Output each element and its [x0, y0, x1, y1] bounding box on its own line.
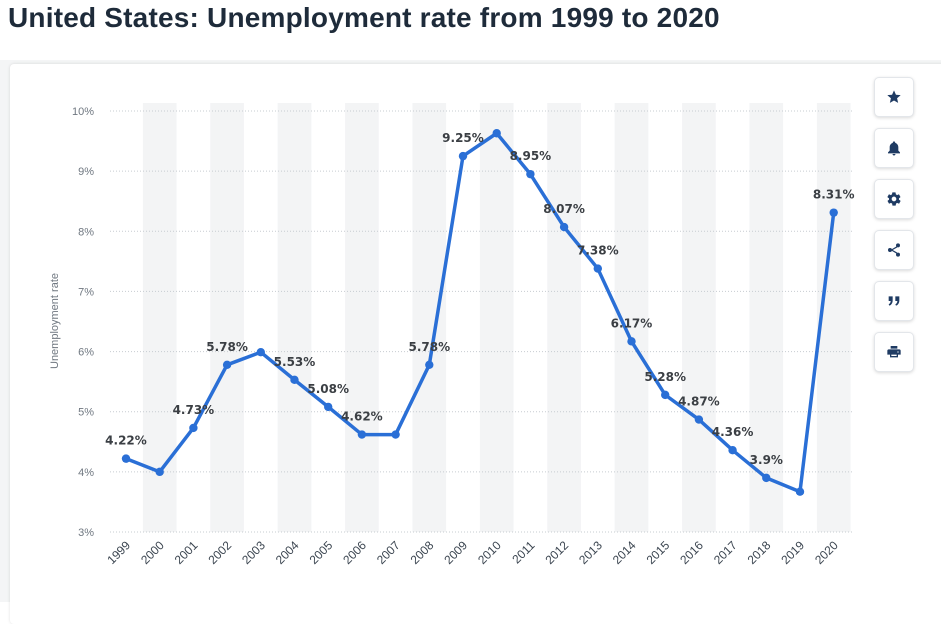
data-label: 5.78%	[206, 340, 248, 354]
background-band	[749, 103, 784, 532]
data-label: 5.53%	[274, 355, 316, 369]
print-button[interactable]	[874, 332, 914, 372]
x-tick-label: 2020	[812, 538, 841, 567]
data-label: 5.28%	[644, 370, 686, 384]
data-point	[829, 208, 838, 217]
data-point	[526, 169, 535, 179]
data-label: 4.73%	[173, 403, 215, 417]
data-point	[627, 337, 636, 346]
data-point	[290, 375, 299, 385]
data-label: 6.17%	[611, 316, 653, 330]
x-tick-label: 2014	[610, 538, 639, 567]
y-tick-label: 3%	[78, 527, 94, 539]
gear-icon	[887, 192, 901, 206]
data-point	[324, 402, 333, 412]
background-band	[547, 103, 581, 532]
background-band	[412, 103, 447, 532]
chart-toolbar	[874, 77, 914, 383]
data-label: 4.62%	[341, 410, 383, 424]
data-point	[694, 415, 704, 424]
y-axis-label: Unemployment rate	[49, 273, 61, 369]
data-label: 9.25%	[442, 131, 484, 145]
star-icon	[887, 90, 901, 103]
data-point	[593, 264, 602, 273]
data-point	[256, 347, 265, 357]
favorite-button[interactable]	[874, 77, 914, 117]
bell-icon	[888, 141, 900, 156]
cite-button[interactable]	[874, 281, 914, 321]
data-label: 8.31%	[813, 188, 855, 202]
y-tick-label: 5%	[78, 407, 94, 419]
x-tick-label: 1999	[104, 538, 133, 567]
title-bar	[0, 0, 941, 60]
y-tick-label: 9%	[78, 166, 94, 178]
page-title: United States: Unemployment rate from 19…	[8, 2, 720, 33]
data-point	[391, 430, 400, 439]
share-icon	[888, 243, 900, 257]
data-label: 3.9%	[750, 453, 783, 467]
data-label: 8.07%	[543, 202, 585, 216]
x-tick-label: 2008	[408, 538, 437, 567]
notification-button[interactable]	[874, 128, 914, 168]
x-tick-label: 2016	[677, 538, 706, 567]
x-tick-label: 2015	[644, 538, 673, 567]
data-point	[661, 390, 670, 400]
data-point	[492, 129, 501, 138]
x-tick-label: 2006	[340, 538, 369, 567]
page: United States: Unemployment rate from 19…	[0, 0, 941, 602]
data-point	[121, 454, 131, 463]
background-band	[142, 103, 177, 532]
data-point	[357, 430, 367, 439]
y-tick-label: 6%	[78, 347, 94, 359]
x-tick-label: 2001	[172, 538, 201, 567]
x-tick-label: 2002	[205, 538, 234, 567]
x-tick-label: 2010	[475, 538, 504, 567]
background-band	[277, 103, 312, 532]
data-point	[728, 446, 737, 455]
y-tick-label: 10%	[72, 106, 94, 118]
data-point	[189, 423, 198, 433]
settings-button[interactable]	[874, 179, 914, 219]
data-label: 4.22%	[105, 434, 147, 448]
background-band	[682, 103, 716, 532]
y-tick-label: 8%	[78, 226, 94, 238]
data-label: 5.08%	[307, 382, 349, 396]
print-icon	[887, 346, 901, 358]
x-tick-label: 2007	[374, 538, 403, 567]
x-tick-label: 2018	[745, 538, 774, 567]
data-label: 7.38%	[577, 244, 619, 258]
series-line	[124, 131, 836, 494]
share-button[interactable]	[874, 230, 914, 270]
data-point	[222, 360, 232, 370]
x-tick-label: 2009	[441, 538, 470, 567]
x-tick-label: 2004	[273, 538, 302, 567]
background-band	[479, 103, 514, 532]
data-label: 8.95%	[510, 149, 552, 163]
data-point	[458, 151, 468, 161]
data-point	[762, 473, 771, 483]
quote-icon	[888, 296, 900, 306]
x-tick-label: 2005	[307, 538, 336, 567]
y-tick-label: 7%	[78, 286, 94, 298]
data-point	[559, 222, 569, 232]
x-tick-label: 2011	[509, 538, 537, 566]
background-band	[345, 103, 379, 532]
x-tick-label: 2000	[138, 538, 167, 567]
x-tick-label: 2017	[711, 538, 740, 567]
data-label: 4.36%	[712, 425, 754, 439]
data-label: 5.78%	[408, 340, 450, 354]
x-tick-label: 2019	[778, 538, 807, 567]
data-point	[795, 487, 805, 496]
data-point	[425, 360, 434, 370]
x-tick-label: 2003	[239, 538, 268, 567]
x-tick-label: 2013	[576, 538, 605, 567]
y-tick-label: 4%	[78, 467, 94, 479]
data-label: 4.87%	[678, 395, 720, 409]
x-tick-label: 2012	[542, 538, 571, 567]
data-point	[155, 467, 164, 477]
background-band	[210, 103, 244, 532]
